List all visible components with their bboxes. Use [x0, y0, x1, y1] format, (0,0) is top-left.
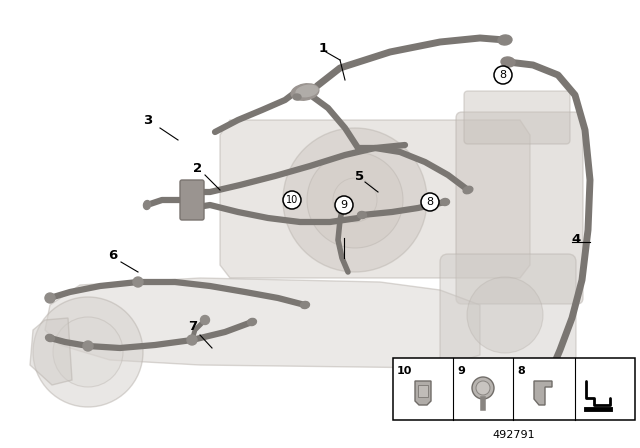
Text: 492791: 492791 — [493, 430, 535, 440]
Text: 9: 9 — [457, 366, 465, 376]
Ellipse shape — [440, 198, 449, 206]
Text: 7: 7 — [188, 319, 198, 332]
Circle shape — [467, 277, 543, 353]
Circle shape — [333, 178, 377, 222]
Circle shape — [494, 66, 512, 84]
Polygon shape — [534, 381, 552, 405]
Circle shape — [33, 297, 143, 407]
Circle shape — [283, 128, 427, 272]
Circle shape — [83, 341, 93, 351]
Text: 3: 3 — [143, 113, 152, 126]
Ellipse shape — [524, 404, 536, 412]
Ellipse shape — [501, 57, 515, 67]
Ellipse shape — [291, 84, 319, 100]
FancyBboxPatch shape — [180, 180, 204, 220]
Polygon shape — [415, 381, 431, 405]
Text: 10: 10 — [286, 195, 298, 205]
Circle shape — [45, 293, 55, 303]
Ellipse shape — [498, 35, 512, 45]
Ellipse shape — [340, 199, 348, 205]
Ellipse shape — [189, 203, 195, 212]
Ellipse shape — [296, 85, 318, 97]
Ellipse shape — [189, 188, 195, 197]
Ellipse shape — [358, 211, 367, 219]
Ellipse shape — [293, 94, 301, 100]
Ellipse shape — [45, 334, 54, 341]
Polygon shape — [30, 318, 72, 385]
Ellipse shape — [301, 302, 310, 309]
Circle shape — [307, 152, 403, 248]
Circle shape — [133, 277, 143, 287]
FancyBboxPatch shape — [440, 254, 576, 375]
Text: 1: 1 — [319, 42, 328, 55]
Circle shape — [472, 377, 494, 399]
Circle shape — [283, 191, 301, 209]
Text: 5: 5 — [355, 169, 365, 182]
FancyBboxPatch shape — [456, 112, 583, 304]
Ellipse shape — [463, 186, 473, 194]
Ellipse shape — [248, 319, 257, 326]
Text: 8: 8 — [426, 197, 433, 207]
Circle shape — [53, 317, 123, 387]
Circle shape — [476, 381, 490, 395]
Circle shape — [335, 196, 353, 214]
Text: 8: 8 — [517, 366, 525, 376]
Text: 2: 2 — [193, 161, 203, 175]
Ellipse shape — [45, 294, 54, 302]
Bar — [393, 358, 635, 420]
FancyBboxPatch shape — [464, 91, 570, 144]
Circle shape — [200, 315, 209, 324]
Text: 10: 10 — [397, 366, 412, 376]
Text: 8: 8 — [499, 70, 507, 80]
Text: 4: 4 — [572, 233, 580, 246]
Circle shape — [421, 193, 439, 211]
Polygon shape — [45, 278, 480, 368]
Circle shape — [187, 335, 197, 345]
Polygon shape — [220, 120, 530, 278]
Text: 9: 9 — [340, 200, 348, 210]
Text: 6: 6 — [108, 249, 118, 262]
Bar — [418, 385, 428, 397]
Ellipse shape — [143, 201, 150, 210]
